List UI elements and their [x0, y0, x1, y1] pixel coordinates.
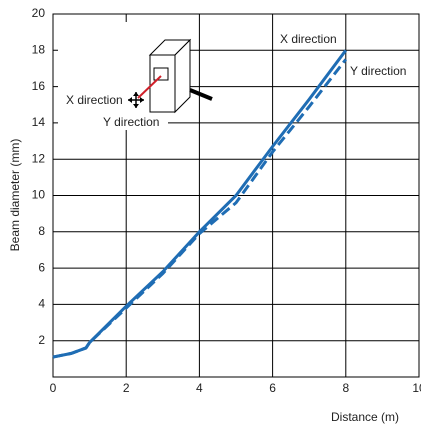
- x-tick-label: 2: [123, 381, 130, 395]
- legend-label: X direction: [280, 32, 337, 46]
- x-tick-label: 6: [269, 381, 276, 395]
- legend-label: Y direction: [350, 64, 406, 78]
- y-tick-label: 16: [32, 79, 46, 93]
- x-axis-label: Distance (m): [331, 410, 399, 424]
- cable: [189, 88, 213, 101]
- inset-label: Y direction: [103, 115, 159, 129]
- x-tick-label: 10: [412, 381, 421, 395]
- y-tick-label: 8: [38, 224, 45, 238]
- y-tick-label: 14: [32, 115, 46, 129]
- x-tick-label: 4: [196, 381, 203, 395]
- beam: [137, 75, 162, 99]
- y-tick-label: 20: [32, 6, 46, 20]
- y-tick-label: 6: [38, 260, 45, 274]
- y-tick-label: 18: [32, 42, 46, 56]
- y-tick-label: 12: [32, 151, 46, 165]
- sensor-side: [174, 38, 191, 114]
- inset-label: X direction: [66, 93, 123, 107]
- series-line: [52, 58, 347, 359]
- inset: X direction Y direction: [58, 22, 213, 130]
- y-tick-label: 4: [38, 297, 45, 311]
- x-tick-label: 8: [342, 381, 349, 395]
- y-tick-label: 10: [32, 188, 46, 202]
- sensor-window: [153, 67, 169, 81]
- y-axis-label: Beam diameter (mm): [8, 139, 22, 252]
- x-tick-label: 0: [50, 381, 57, 395]
- y-tick-label: 2: [38, 333, 45, 347]
- arrow-heads: [128, 92, 144, 108]
